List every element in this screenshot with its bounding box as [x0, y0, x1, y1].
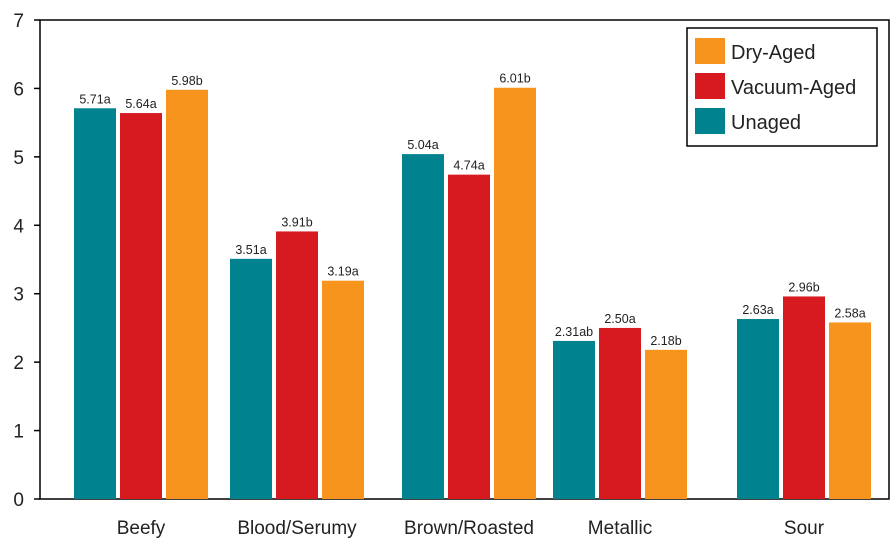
legend: Dry-Aged Vacuum-Aged Unaged [686, 27, 878, 147]
bar [448, 174, 490, 500]
bar [737, 319, 779, 499]
bar-value-label: 3.91b [281, 215, 312, 229]
bar [276, 231, 318, 500]
bar [120, 113, 162, 499]
bar [166, 89, 208, 499]
bar-value-label: 2.96b [788, 280, 819, 294]
bar [402, 154, 444, 499]
bar [829, 322, 871, 499]
bar-value-label: 5.98b [171, 74, 202, 88]
data-labels: 5.71a 5.64a 5.98b 3.51a 3.91b 3.19a 5.04a 4.74a… [79, 72, 865, 348]
y-tick-label: 3 [13, 285, 24, 306]
y-tick-label: 5 [13, 148, 24, 169]
legend-swatch [695, 108, 725, 134]
legend-label: Vacuum-Aged [731, 77, 856, 99]
bar-value-label: 6.01b [499, 72, 530, 86]
x-category-label: Blood/Serumy [237, 518, 357, 539]
y-tick-label: 1 [13, 422, 24, 443]
x-category-label: Sour [784, 518, 825, 539]
bar [553, 340, 595, 499]
bar [230, 258, 272, 499]
legend-swatch [695, 73, 725, 99]
bar [322, 280, 364, 499]
bar-value-label: 2.58a [834, 306, 865, 320]
bar [74, 108, 116, 499]
bar-value-label: 3.51a [235, 243, 266, 257]
bar-value-label: 5.64a [125, 97, 156, 111]
bar-value-label: 5.04a [407, 138, 438, 152]
bar-value-label: 4.74a [453, 159, 484, 173]
y-tick-label: 2 [13, 353, 24, 374]
legend-swatch [695, 38, 725, 64]
bar-value-label: 2.18b [650, 334, 681, 348]
x-category-label: Metallic [588, 518, 652, 539]
y-tick-label: 7 [13, 11, 24, 32]
x-category-label: Brown/Roasted [404, 518, 534, 539]
bar [645, 349, 687, 499]
bar [599, 327, 641, 499]
y-tick-label: 0 [13, 490, 24, 511]
y-tick-label: 4 [13, 216, 24, 237]
bar [494, 87, 536, 499]
bar-value-label: 3.19a [327, 265, 358, 279]
legend-label: Unaged [731, 112, 801, 134]
bar-value-label: 2.63a [742, 303, 773, 317]
legend-label: Dry-Aged [731, 42, 815, 64]
bar-value-label: 2.50a [604, 312, 635, 326]
bar-value-label: 2.31ab [555, 325, 593, 339]
bar [783, 296, 825, 499]
bars [74, 87, 871, 500]
bar-value-label: 5.71a [79, 92, 110, 106]
x-category-label: Beefy [117, 518, 166, 539]
y-tick-label: 6 [13, 79, 24, 100]
